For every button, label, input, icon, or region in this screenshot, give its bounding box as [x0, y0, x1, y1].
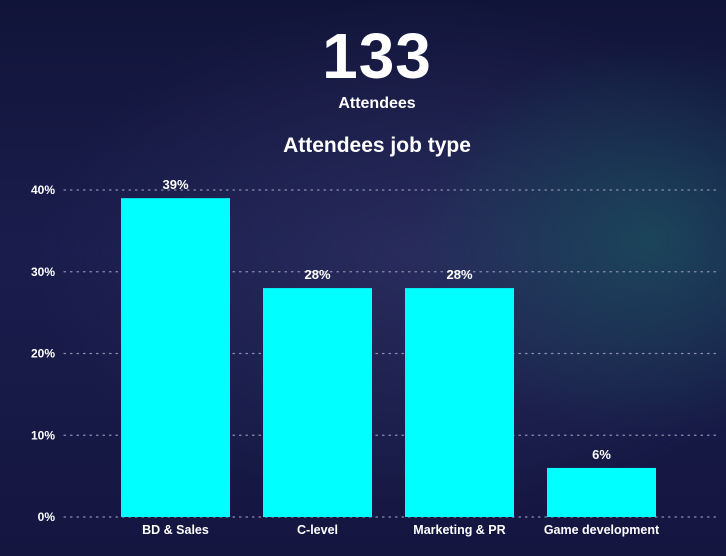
data-label: 28%: [304, 267, 330, 282]
data-label: 39%: [162, 177, 188, 192]
y-tick-label: 10%: [31, 428, 55, 442]
y-tick-label: 0%: [38, 510, 56, 524]
data-label: 28%: [446, 267, 472, 282]
y-tick-label: 30%: [31, 265, 55, 279]
attendee-count-label: Attendees: [338, 95, 416, 112]
data-label: 6%: [592, 447, 611, 462]
category-label: C-level: [297, 523, 338, 537]
gridlines: [63, 189, 719, 518]
data-labels: 39% 28% 28% 6%: [162, 177, 611, 462]
x-axis-categories: BD & Sales C-level Marketing & PR Game deve…: [142, 523, 660, 537]
y-axis-ticks: 0% 10% 20% 30% 40%: [31, 183, 55, 524]
bar: [547, 467, 656, 517]
category-label: Game development: [544, 523, 660, 537]
category-label: BD & Sales: [142, 523, 209, 537]
bar: [405, 288, 514, 517]
y-tick-label: 40%: [31, 183, 55, 197]
category-label: Marketing & PR: [413, 523, 505, 537]
y-tick-label: 20%: [31, 347, 55, 361]
bars: [121, 198, 656, 518]
bar: [121, 198, 230, 518]
attendee-count: 133: [322, 20, 432, 92]
chart-title: Attendees job type: [283, 134, 471, 157]
bar: [263, 288, 372, 517]
